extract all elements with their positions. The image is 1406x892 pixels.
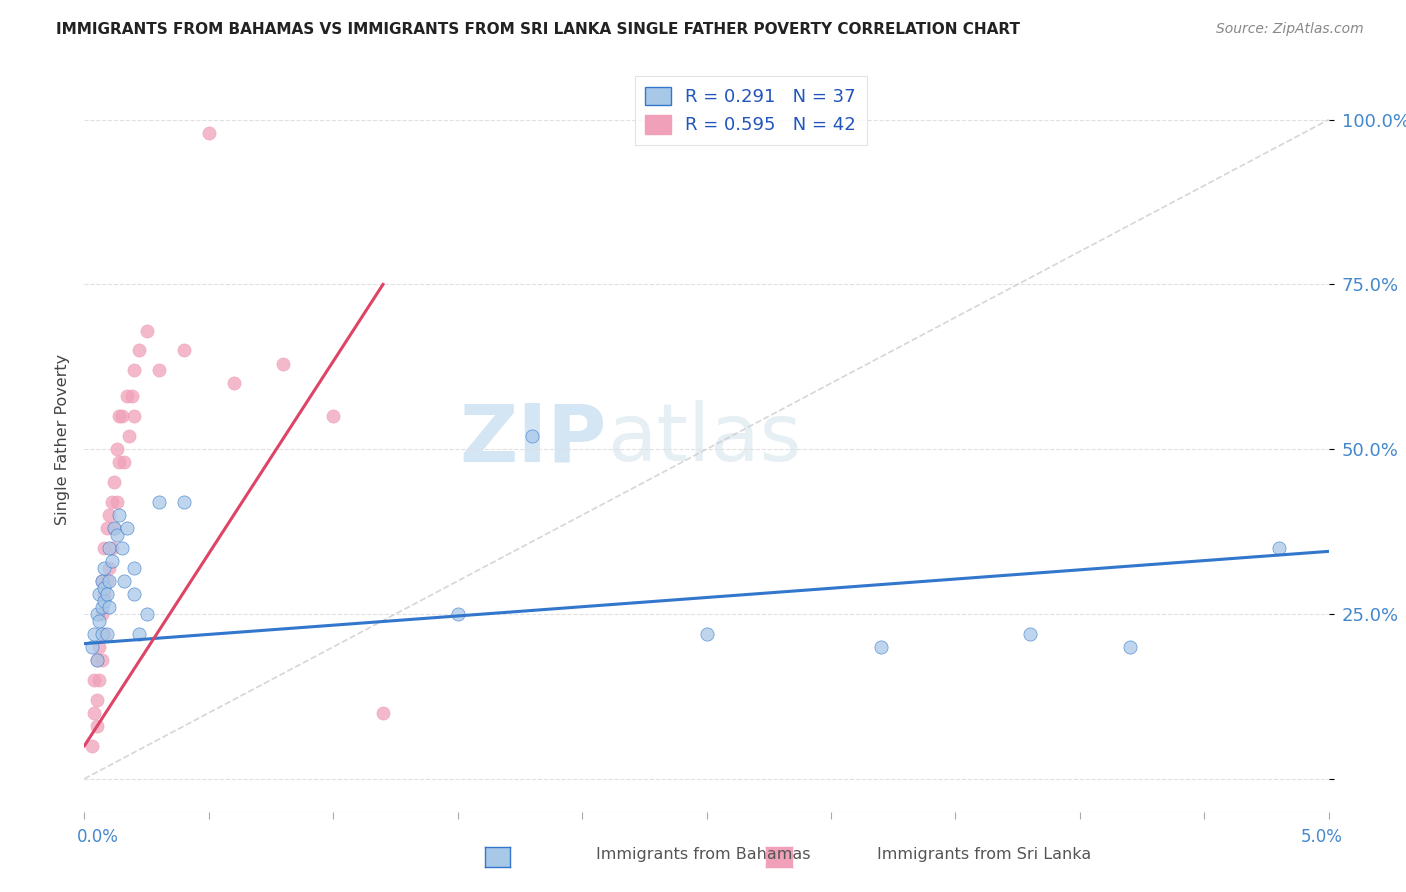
Point <box>96 587 118 601</box>
Point <box>103 521 125 535</box>
Point <box>108 455 131 469</box>
Point <box>122 561 145 575</box>
Text: 0.0%: 0.0% <box>77 828 120 846</box>
Point <box>222 376 245 391</box>
Point <box>103 521 125 535</box>
Point <box>522 429 544 443</box>
Point <box>93 541 115 555</box>
Point <box>1019 626 1042 640</box>
Point <box>122 587 145 601</box>
Point <box>869 640 891 654</box>
Legend: R = 0.291   N = 37, R = 0.595   N = 42: R = 0.291 N = 37, R = 0.595 N = 42 <box>634 76 868 145</box>
Point <box>89 614 111 628</box>
Point <box>135 324 157 338</box>
Point <box>86 653 108 667</box>
Point <box>98 541 121 555</box>
Point <box>105 528 128 542</box>
Point <box>86 719 108 733</box>
Point <box>322 409 344 424</box>
Text: Source: ZipAtlas.com: Source: ZipAtlas.com <box>1216 22 1364 37</box>
Point <box>371 706 394 720</box>
Point <box>111 409 134 424</box>
Point <box>111 541 134 555</box>
Point <box>173 343 195 358</box>
Point <box>98 574 121 588</box>
Point <box>105 495 128 509</box>
Text: ZIP: ZIP <box>460 401 607 478</box>
Point <box>96 521 118 535</box>
Point <box>89 640 111 654</box>
Point <box>128 626 150 640</box>
Point <box>93 561 115 575</box>
Point <box>148 495 170 509</box>
Point <box>122 363 145 377</box>
Point <box>447 607 470 621</box>
Text: Immigrants from Sri Lanka: Immigrants from Sri Lanka <box>877 847 1091 862</box>
Point <box>89 587 111 601</box>
Point <box>83 673 105 687</box>
Point <box>98 561 121 575</box>
Y-axis label: Single Father Poverty: Single Father Poverty <box>55 354 70 524</box>
Point <box>121 389 143 403</box>
Point <box>83 626 105 640</box>
Point <box>96 574 118 588</box>
Point <box>90 607 112 621</box>
Point <box>98 508 121 522</box>
Point <box>83 706 105 720</box>
Point <box>122 409 145 424</box>
Point <box>86 653 108 667</box>
Point <box>148 363 170 377</box>
Point <box>100 554 122 568</box>
Point <box>100 495 122 509</box>
Point <box>90 653 112 667</box>
Point <box>115 389 138 403</box>
Point <box>90 600 112 615</box>
Point <box>86 692 108 706</box>
Point <box>135 607 157 621</box>
Point <box>1268 541 1291 555</box>
Point <box>86 607 108 621</box>
Point <box>128 343 150 358</box>
Point <box>118 429 141 443</box>
Point <box>112 455 135 469</box>
Point <box>197 126 221 140</box>
Text: Immigrants from Bahamas: Immigrants from Bahamas <box>596 847 810 862</box>
Point <box>80 739 103 753</box>
Point <box>93 594 115 608</box>
Point <box>89 673 111 687</box>
Point <box>90 626 112 640</box>
Point <box>115 521 138 535</box>
Point <box>93 626 115 640</box>
Point <box>98 600 121 615</box>
Point <box>103 475 125 490</box>
Text: IMMIGRANTS FROM BAHAMAS VS IMMIGRANTS FROM SRI LANKA SINGLE FATHER POVERTY CORRE: IMMIGRANTS FROM BAHAMAS VS IMMIGRANTS FR… <box>56 22 1021 37</box>
Point <box>105 442 128 457</box>
Point <box>90 574 112 588</box>
Point <box>696 626 718 640</box>
Point <box>93 581 115 595</box>
Text: 5.0%: 5.0% <box>1301 828 1343 846</box>
Point <box>108 508 131 522</box>
Point <box>273 357 295 371</box>
Text: atlas: atlas <box>607 401 801 478</box>
Point <box>1118 640 1140 654</box>
Point <box>90 574 112 588</box>
Point <box>112 574 135 588</box>
Point <box>173 495 195 509</box>
Point <box>80 640 103 654</box>
Point <box>108 409 131 424</box>
Point <box>96 626 118 640</box>
Point <box>100 541 122 555</box>
Point <box>93 587 115 601</box>
